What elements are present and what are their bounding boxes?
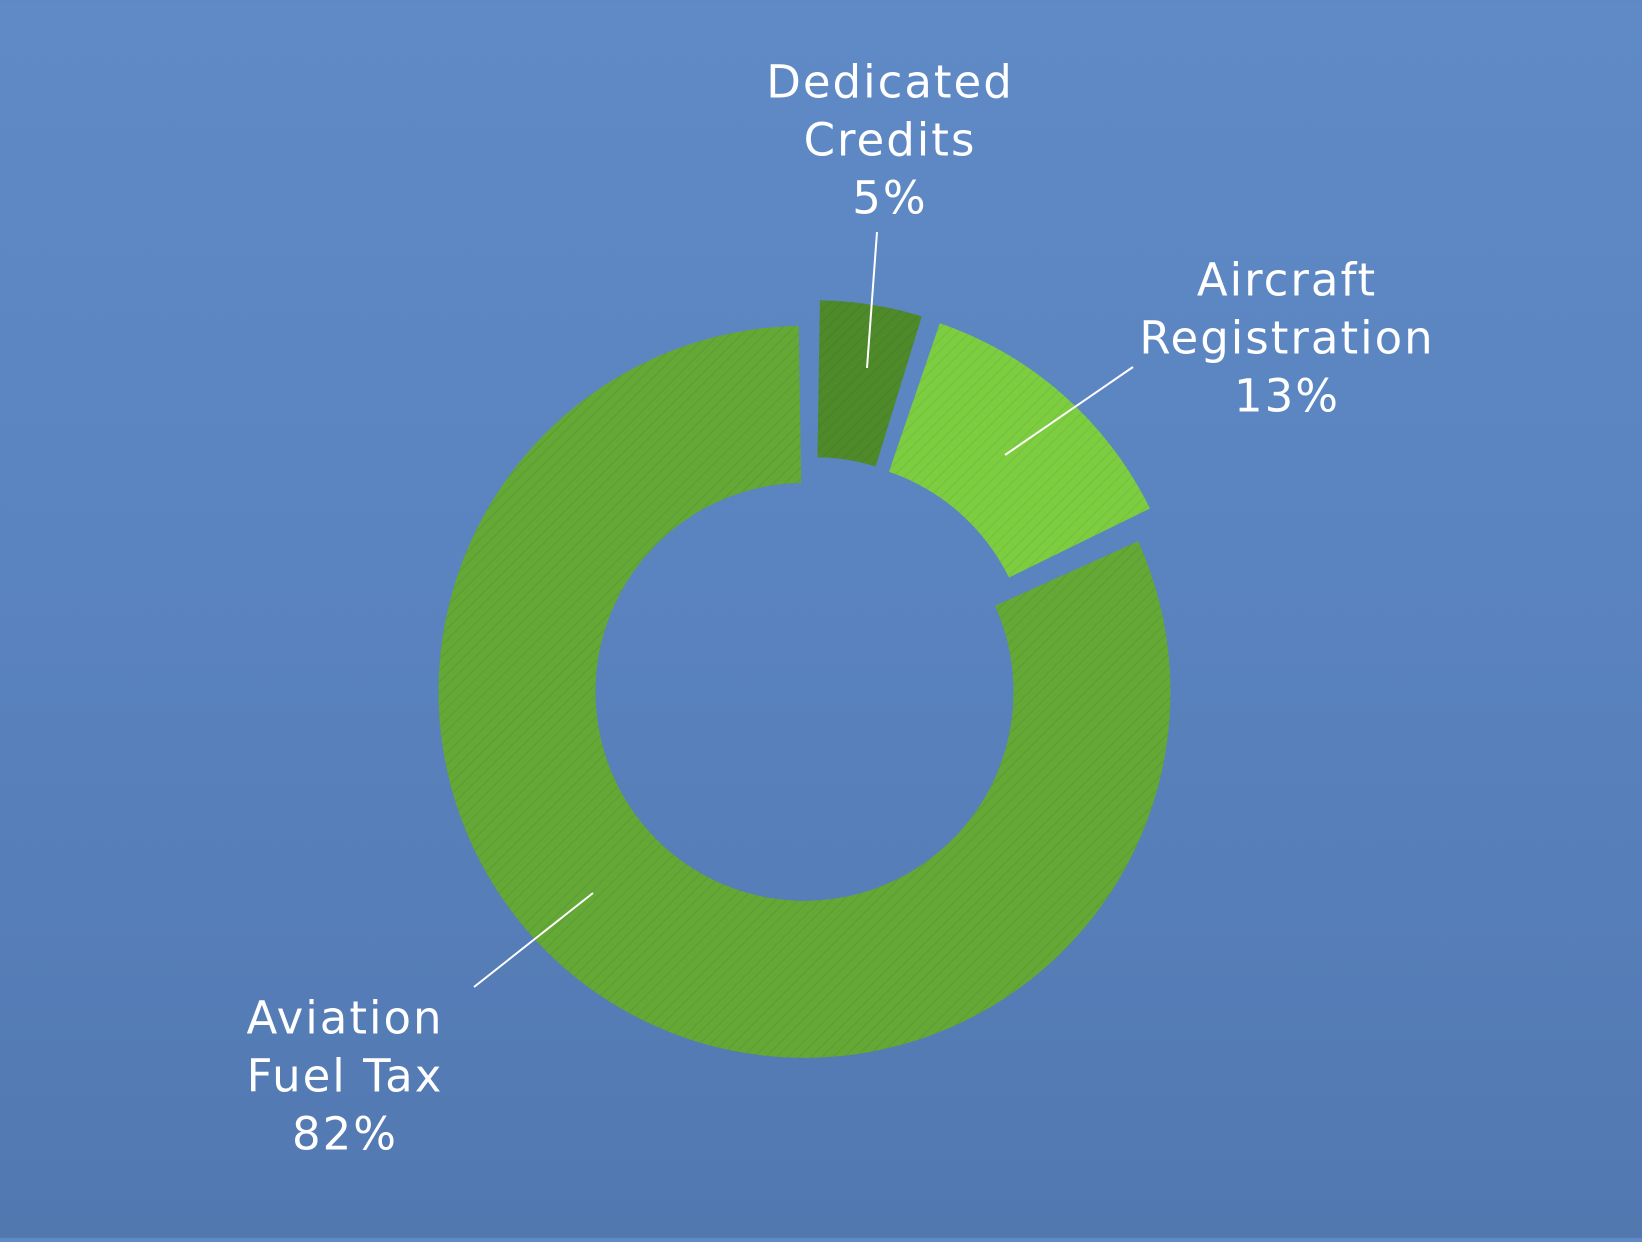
category-label-aircraft-registration: Registration <box>1139 312 1434 365</box>
category-label-aviation-fuel-tax: Aviation <box>246 992 443 1045</box>
slices-group <box>438 300 1171 1058</box>
category-label-aviation-fuel-tax: Fuel Tax <box>247 1050 444 1103</box>
slice-texture-dedicated-credits <box>817 300 922 467</box>
percent-label-aviation-fuel-tax: 82% <box>292 1108 398 1161</box>
category-label-aircraft-registration: Aircraft <box>1197 254 1377 307</box>
category-label-dedicated-credits: Credits <box>804 114 977 167</box>
category-label-dedicated-credits: Dedicated <box>766 56 1014 109</box>
slice-texture-aircraft-registration <box>888 323 1150 578</box>
leader-lines-group <box>473 231 1134 988</box>
leader-line-aviation-fuel-tax <box>473 892 594 988</box>
leader-line-dedicated-credits <box>866 231 878 369</box>
slice-texture-aviation-fuel-tax <box>438 325 1171 1058</box>
percent-label-aircraft-registration: 13% <box>1234 370 1340 423</box>
percent-label-dedicated-credits: 5% <box>852 172 927 225</box>
leader-line-aircraft-registration <box>1004 366 1134 456</box>
